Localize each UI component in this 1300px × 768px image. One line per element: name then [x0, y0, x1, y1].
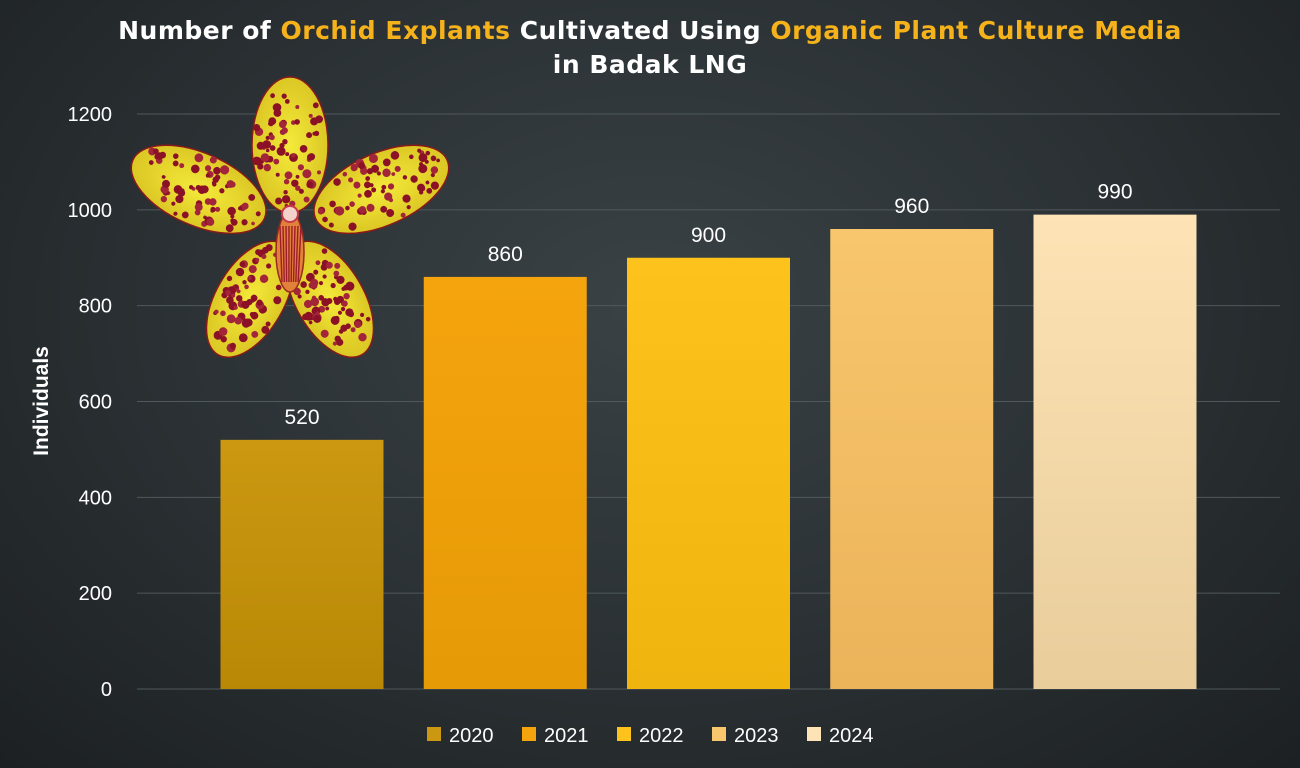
data-label-2022: 900	[691, 224, 726, 247]
orchid-petal	[285, 240, 375, 359]
bar-2021	[423, 276, 587, 689]
chart-title: Number of Orchid Explants Cultivated Usi…	[0, 14, 1300, 82]
orchid-petal	[130, 144, 267, 235]
orchid-petal	[313, 144, 450, 235]
bar-2024	[1033, 214, 1197, 689]
data-label-2020: 520	[284, 406, 319, 429]
data-labels: 520 860 900 960 990	[284, 181, 1132, 429]
y-tick-label: 800	[79, 296, 112, 318]
legend-swatch-2023	[712, 727, 726, 741]
orchid-flower-image	[130, 76, 450, 359]
y-axis-title: Individuals	[30, 346, 53, 456]
y-tick-label: 1200	[68, 104, 113, 126]
bar-2020	[220, 439, 384, 689]
legend-swatch-2021	[522, 727, 536, 741]
orchid-column	[281, 205, 299, 223]
legend-label-2023: 2023	[734, 725, 779, 747]
y-tick-label: 1000	[68, 200, 113, 222]
legend-swatch-2022	[617, 727, 631, 741]
legend-swatch-2020	[427, 727, 441, 741]
y-tick-label: 600	[79, 392, 112, 414]
title-text: Cultivated Using	[510, 16, 771, 45]
legend-label-2022: 2022	[639, 725, 684, 747]
orchid-petal	[251, 76, 329, 214]
data-label-2024: 990	[1097, 181, 1132, 204]
data-label-2021: 860	[488, 243, 523, 266]
bars	[220, 214, 1197, 689]
y-tick-label: 0	[101, 679, 112, 701]
legend-label-2021: 2021	[544, 725, 589, 747]
legend-label-2024: 2024	[829, 725, 874, 747]
legend: 2020 2021 2022 2023 2024	[427, 725, 874, 747]
y-axis-label: Individuals	[30, 346, 53, 456]
legend-swatch-2024	[807, 727, 821, 741]
title-text: in Badak LNG	[552, 50, 748, 79]
y-tick-label: 200	[79, 583, 112, 605]
legend-label-2020: 2020	[449, 725, 494, 747]
y-tick-label: 400	[79, 487, 112, 509]
title-highlight-text: Orchid Explants	[280, 16, 511, 45]
title-highlight-text: Organic Plant Culture Media	[770, 16, 1182, 45]
title-text: Number of	[118, 16, 281, 45]
data-label-2023: 960	[894, 195, 929, 218]
bar-2023	[830, 229, 994, 689]
y-axis-ticks: 0 200 400 600 800 1000 1200	[68, 104, 113, 701]
bar-2022	[627, 257, 790, 689]
